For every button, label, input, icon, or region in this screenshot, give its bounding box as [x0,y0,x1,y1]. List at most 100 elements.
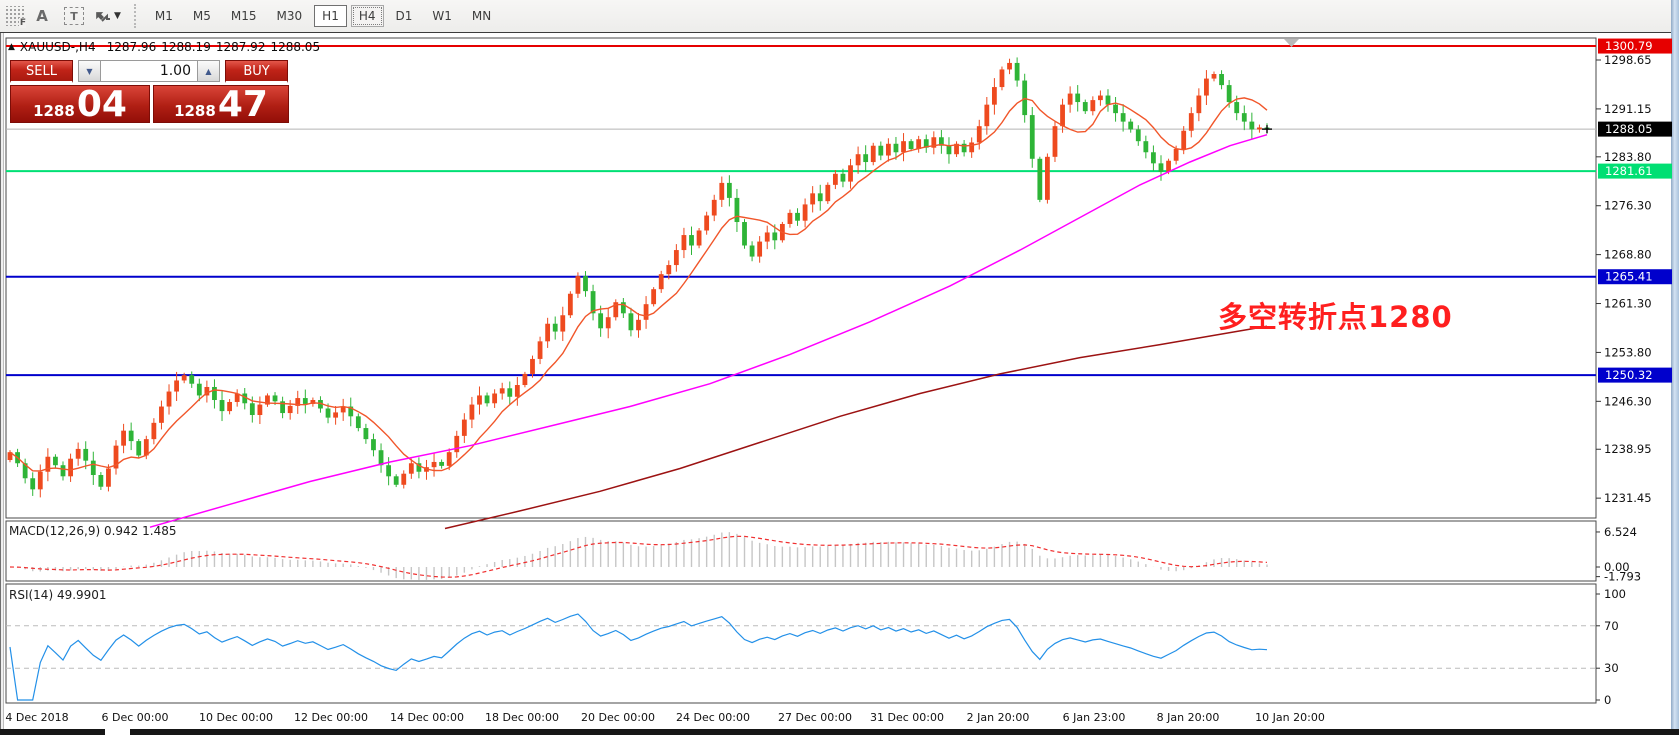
macd-panel[interactable] [5,520,1597,582]
volume-increase-button[interactable]: ▲ [197,60,220,82]
candle-body [757,241,763,257]
candle-body [772,232,778,241]
candle-body [469,404,475,420]
volume-input[interactable]: 1.00 [101,60,197,82]
candle-body [795,212,800,221]
candle-body [318,400,323,409]
candle-body [870,145,876,163]
dropdown-caret-icon[interactable]: ▼ [114,11,121,21]
collapse-triangle-icon[interactable]: ▲ [8,42,15,52]
timeframe-m1[interactable]: M1 [154,9,173,23]
window-right-border[interactable] [1671,0,1679,735]
candle-body [954,143,959,155]
candle-body [999,69,1005,88]
rsi-line [9,613,1268,701]
timeframe-mn[interactable]: MN [471,9,492,23]
candle-body [439,461,445,466]
candle-body [1007,62,1012,70]
rsi-panel[interactable] [5,583,1597,704]
macd-tick-label: 0.00 [1604,560,1630,574]
chart-header: ▲ XAUUSD-,H4 1287.96 1288.19 1287.92 128… [8,40,320,54]
candle-body [1211,74,1217,79]
candle-body [878,145,884,156]
candle-body [401,473,407,485]
window-left-border [0,33,4,735]
candle-body [1135,129,1141,142]
candle-body [726,182,732,198]
candle-body [310,400,316,404]
candle-body [340,406,346,413]
volume-decrease-button[interactable]: ▼ [78,60,101,82]
timeframe-m5[interactable]: M5 [192,9,211,23]
candle-body [1196,95,1202,114]
timeframe-h1[interactable]: H1 [314,5,347,27]
candle-body [499,388,505,394]
candle-body [802,204,808,221]
candle-body [658,274,664,290]
buy-price-display[interactable]: 1288 47 [153,85,289,123]
rsi-label: RSI(14) 49.9901 [9,588,107,602]
candle-body [68,458,73,477]
candle-body [1173,148,1179,161]
price-tick-label: 1231.45 [1604,491,1652,505]
candle-body [1226,85,1232,103]
sell-button[interactable]: SELL [10,60,73,83]
rsi-tick-label: 30 [1604,661,1619,675]
candle-body [454,435,460,453]
time-axis-label: 20 Dec 00:00 [581,711,655,724]
timeframe-h4[interactable]: H4 [350,5,384,27]
chart-shift-triangle-icon[interactable] [1284,39,1299,47]
timeframe-m15[interactable]: M15 [230,9,257,23]
candle-body [832,173,838,185]
candle-body [605,317,611,329]
arrow-objects-button[interactable]: ▼ [93,4,121,28]
sell-price-base: 1288 [33,102,75,121]
candle-body [75,448,81,459]
candle-body [83,448,89,461]
candle-body [386,465,392,477]
candle-body [492,393,498,404]
candle-body [242,393,248,404]
rsi-tick-label: 70 [1604,619,1619,633]
candle-body [1105,95,1111,105]
candle-body [219,400,225,412]
candle-body [265,395,270,405]
buy-button[interactable]: BUY [225,60,288,83]
price-level-badge-label: 1281.61 [1605,164,1653,178]
timeframe-w1[interactable]: W1 [432,9,452,23]
chart-text-annotation[interactable]: 多空转折点1280 [1218,300,1453,334]
price-level-badge-label: 1300.79 [1605,39,1653,53]
candle-body [37,471,43,490]
candle-body [408,463,414,474]
text-label-a-icon[interactable]: A [36,7,48,25]
text-tool-button[interactable]: T [61,4,87,28]
buy-price-pips: 47 [217,83,268,125]
toolbar-grip-f-icon[interactable]: F [4,6,26,28]
timeframe-toolbar: M1 M5 M15 M30 H1 H4 D1 W1 MN [145,5,501,27]
candle-body [302,398,308,404]
bottom-window-edge [130,729,1679,735]
sell-price-display[interactable]: 1288 04 [10,85,150,123]
candle-body [666,265,672,275]
candle-body [991,87,997,105]
candle-body [378,450,384,466]
ohlc-open: 1287.96 [106,40,157,54]
candle-body [1188,113,1194,131]
candle-body [764,232,770,242]
candle-body [234,393,240,402]
candle-body [681,235,687,251]
candle-body [355,416,361,429]
time-axis-label: 6 Dec 00:00 [102,711,169,724]
candle-body [651,289,657,305]
candle-body [628,313,634,331]
candle-body [416,463,422,472]
timeframe-m30[interactable]: M30 [276,9,303,23]
timeframe-d1[interactable]: D1 [395,9,413,23]
time-axis-label: 18 Dec 00:00 [485,711,559,724]
candle-body [537,341,543,359]
time-axis-label: 10 Dec 00:00 [199,711,273,724]
macd-signal-line [9,535,1268,578]
candle-body [196,383,202,396]
candle-body [567,293,573,316]
volume-up-icon: ▲ [205,66,212,76]
